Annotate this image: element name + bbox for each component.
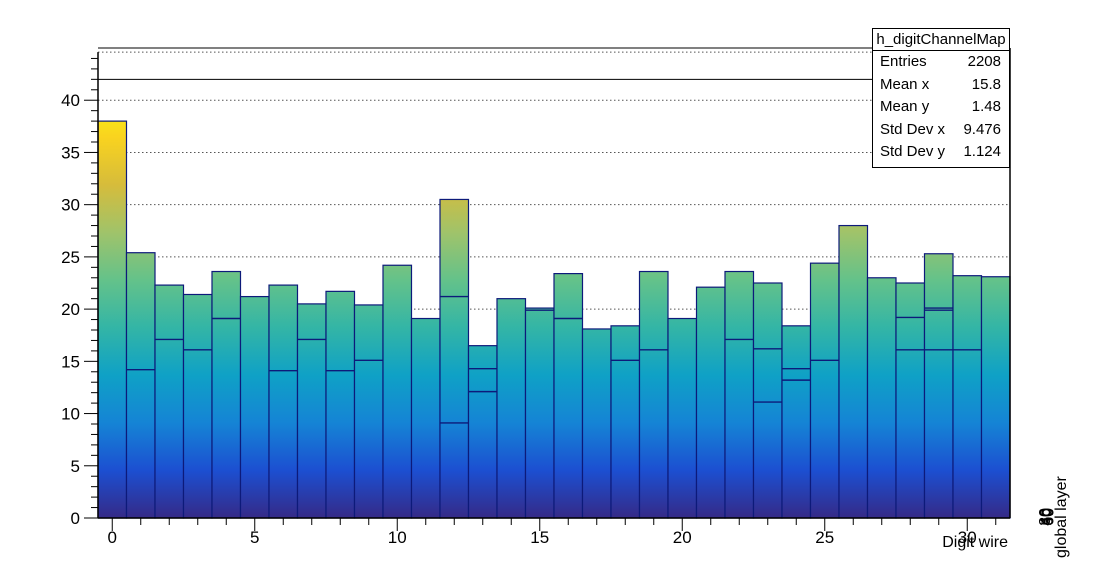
x-tick-label: 20: [673, 528, 692, 547]
bar: [239, 295, 270, 519]
y-axis: 0 5 10 15 20 25 30 35 40: [61, 52, 99, 528]
bar: [952, 275, 983, 519]
stats-label: Entries: [880, 53, 927, 70]
stats-row-entries: Entries 2208: [873, 51, 1009, 74]
bar: [325, 290, 356, 519]
y-tick-label: 30: [61, 196, 80, 215]
stats-row-std-dev-y: Std Dev y 1.124: [873, 141, 1009, 164]
bar: [581, 328, 612, 519]
bar: [97, 120, 128, 519]
x-axis: 0 5 10 15 20 25 30: [98, 517, 1010, 547]
y-tick-label: 40: [61, 91, 80, 110]
x-tick-label: 5: [250, 528, 259, 547]
z-tick-label: 30: [1037, 508, 1054, 526]
bar: [154, 284, 185, 519]
y-tick-label: 25: [61, 248, 80, 267]
bar: [923, 253, 954, 519]
bar: [752, 282, 783, 519]
stats-label: Std Dev y: [880, 143, 946, 160]
bar: [610, 325, 641, 519]
bar: [809, 262, 840, 519]
bar: [439, 198, 470, 519]
x-tick-label: 15: [530, 528, 549, 547]
bar: [382, 264, 413, 519]
bar: [296, 303, 327, 519]
stats-label: Mean y: [880, 98, 930, 115]
plot-frame: [98, 47, 1011, 518]
y-tick-label: 0: [71, 509, 80, 528]
z-tick-label: 60: [1041, 508, 1058, 526]
stats-value: 15.8: [971, 75, 1001, 93]
bar: [724, 270, 755, 519]
bar: [838, 224, 869, 519]
z-tick-label: 50: [1039, 508, 1056, 526]
x-axis-title: Digit wire: [942, 534, 1008, 551]
stats-label: Std Dev x: [880, 120, 946, 138]
stats-label: Mean x: [880, 75, 930, 93]
stats-value: 1.48: [971, 98, 1001, 115]
stats-row-std-dev-x: Std Dev x 9.476: [873, 119, 1009, 142]
x-tick-label: 0: [108, 528, 117, 547]
bar: [182, 293, 213, 519]
y-tick-label: 10: [61, 405, 80, 424]
x-tick-label: 25: [815, 528, 834, 547]
bar: [467, 345, 498, 519]
x-tick-label: 30: [958, 528, 977, 547]
bar: [524, 307, 555, 519]
stats-value: 1.124: [963, 143, 1001, 160]
bar: [211, 270, 242, 519]
bar: [410, 317, 441, 519]
bar: [695, 286, 726, 519]
bar: [553, 273, 584, 519]
bar: [638, 270, 669, 519]
y-tick-label: 5: [71, 457, 80, 476]
bar: [496, 298, 527, 519]
bar: [866, 277, 897, 519]
y-tick-label: 15: [61, 352, 80, 371]
y-tick-label: 20: [61, 300, 80, 319]
bars: [97, 120, 1011, 519]
stats-title: h_digitChannelMap: [873, 29, 1009, 51]
stats-row-mean-x: Mean x 15.8: [873, 74, 1009, 97]
z-tick-label: 40: [1038, 508, 1055, 526]
bar: [125, 252, 156, 519]
bar: [895, 282, 926, 519]
z-axis-title: global layer: [1053, 476, 1070, 559]
bar: [980, 276, 1011, 519]
stats-value: 2208: [967, 53, 1001, 70]
x-tick-label: 10: [388, 528, 407, 547]
stats-box: h_digitChannelMap Entries 2208 Mean x 15…: [872, 28, 1010, 168]
stats-row-mean-y: Mean y 1.48: [873, 96, 1009, 119]
bar: [353, 304, 384, 519]
bar: [667, 317, 698, 519]
stats-value: 9.476: [963, 120, 1001, 138]
bar: [268, 284, 299, 519]
y-tick-label: 35: [61, 143, 80, 162]
bar: [781, 325, 812, 519]
